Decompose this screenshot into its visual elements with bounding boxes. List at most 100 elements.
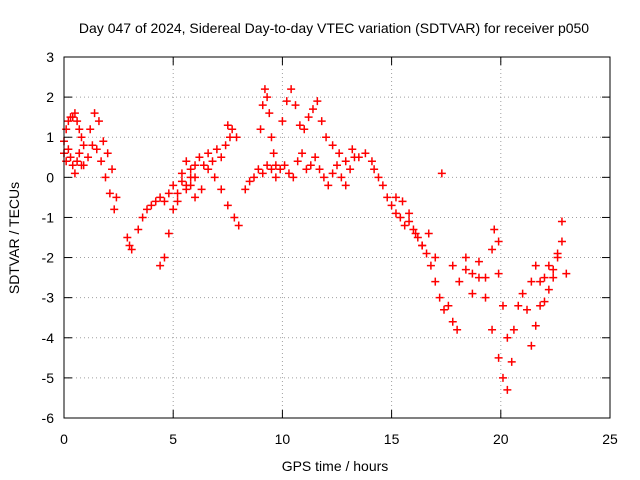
data-point: [437, 169, 446, 178]
y-tick-label: 1: [46, 129, 54, 145]
data-point: [254, 165, 263, 174]
data-point: [461, 265, 470, 274]
data-point: [540, 297, 549, 306]
data-point: [173, 189, 182, 198]
data-point: [293, 157, 302, 166]
data-point: [156, 193, 165, 202]
data-point: [204, 165, 213, 174]
data-point: [88, 141, 97, 150]
data-point: [208, 157, 217, 166]
data-point: [282, 97, 291, 106]
data-point: [169, 181, 178, 190]
data-point: [186, 165, 195, 174]
data-point: [324, 181, 333, 190]
data-point: [553, 253, 562, 262]
data-point: [494, 269, 503, 278]
data-point: [160, 197, 169, 206]
data-point: [367, 157, 376, 166]
data-point: [544, 285, 553, 294]
data-point: [304, 113, 313, 122]
data-point: [549, 273, 558, 282]
data-point: [328, 141, 337, 150]
data-point: [302, 165, 311, 174]
data-point: [413, 233, 422, 242]
data-point: [92, 145, 101, 154]
data-point: [73, 117, 82, 126]
x-tick-label: 10: [275, 431, 291, 447]
y-tick-label: 0: [46, 169, 54, 185]
y-tick-label: -4: [42, 330, 55, 346]
data-point: [337, 173, 346, 182]
data-point: [557, 237, 566, 246]
data-point: [147, 201, 156, 210]
y-tick-labels: -6 -5 -4 -3 -2 -1 0 1 2 3: [42, 49, 55, 426]
axis-ticks: [63, 56, 611, 419]
data-point: [197, 185, 206, 194]
data-point: [79, 141, 88, 150]
data-point: [271, 161, 280, 170]
y-axis-label: SDTVAR / TECUs: [6, 182, 22, 294]
data-point: [112, 193, 121, 202]
y-tick-label: -3: [42, 290, 55, 306]
data-point: [70, 109, 79, 118]
data-point: [531, 321, 540, 330]
data-point: [523, 305, 532, 314]
data-point: [86, 125, 95, 134]
data-point: [431, 253, 440, 262]
data-point: [164, 189, 173, 198]
data-point: [474, 257, 483, 266]
data-point: [335, 149, 344, 158]
data-point: [424, 229, 433, 238]
data-point: [142, 205, 151, 214]
data-point: [426, 261, 435, 270]
data-point: [223, 121, 232, 130]
data-point: [391, 193, 400, 202]
data-point: [103, 149, 112, 158]
data-point: [308, 105, 317, 114]
data-point: [396, 213, 405, 222]
data-point: [387, 201, 396, 210]
data-point: [217, 185, 226, 194]
data-point: [241, 185, 250, 194]
x-tick-label: 0: [60, 431, 68, 447]
data-point: [374, 173, 383, 182]
data-point: [101, 173, 110, 182]
x-tick-label: 15: [384, 431, 400, 447]
data-point: [75, 149, 84, 158]
x-tick-label: 25: [602, 431, 618, 447]
data-point: [64, 117, 73, 126]
y-tick-label: -5: [42, 370, 55, 386]
data-point: [284, 169, 293, 178]
data-point: [267, 165, 276, 174]
data-point: [265, 109, 274, 118]
data-point: [70, 169, 79, 178]
data-point: [391, 209, 400, 218]
data-point: [498, 373, 507, 382]
data-point: [509, 325, 518, 334]
data-point: [127, 245, 136, 254]
data-point: [453, 325, 462, 334]
data-point: [173, 197, 182, 206]
data-point: [378, 181, 387, 190]
data-point: [315, 165, 324, 174]
data-point: [461, 253, 470, 262]
x-tick-label: 20: [493, 431, 509, 447]
data-point: [210, 173, 219, 182]
data-point: [276, 165, 285, 174]
data-point: [494, 353, 503, 362]
data-point: [287, 85, 296, 94]
data-point: [110, 205, 119, 214]
data-point: [298, 149, 307, 158]
y-tick-label: -6: [42, 410, 55, 426]
data-point: [490, 225, 499, 234]
data-point: [544, 261, 553, 270]
data-point: [494, 237, 503, 246]
data-point: [468, 269, 477, 278]
data-point: [518, 289, 527, 298]
data-point: [160, 253, 169, 262]
data-point: [300, 125, 309, 134]
data-point: [245, 177, 254, 186]
data-point: [182, 157, 191, 166]
data-point: [156, 261, 165, 270]
